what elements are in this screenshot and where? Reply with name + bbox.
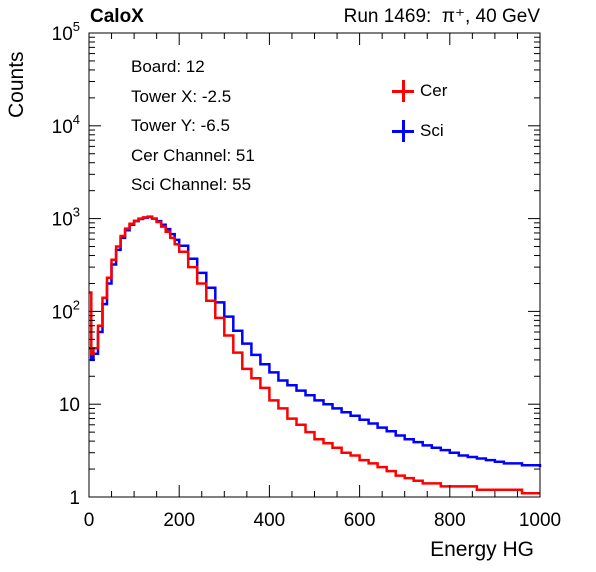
info-sci-channel: Sci Channel: 55 xyxy=(131,175,252,194)
info-cer-channel: Cer Channel: 51 xyxy=(131,145,255,165)
y-tick-label: 1 xyxy=(69,488,80,509)
x-tick-label: 400 xyxy=(254,510,286,531)
series-cer-line xyxy=(89,215,540,495)
y-tick-label: 104 xyxy=(52,112,80,138)
experiment-label: CaloX xyxy=(90,6,144,27)
sci-marker-icon xyxy=(392,120,414,142)
info-tower-y: Tower Y: -6.5 xyxy=(131,116,230,135)
run-number: Run 1469: xyxy=(343,6,432,27)
y-tick-label: 103 xyxy=(52,205,80,231)
x-axis-label: Energy HG xyxy=(430,538,534,561)
info-tower-x: Tower X: -2.5 xyxy=(131,86,232,106)
x-axis-ticks: 0 200 400 600 800 1000 xyxy=(84,33,561,531)
y-tick-label: 102 xyxy=(52,297,80,323)
x-tick-label: 0 xyxy=(84,510,95,531)
y-axis-ticks: 1 10 102 103 104 105 xyxy=(52,19,540,509)
legend-label-cer: Cer xyxy=(420,81,448,100)
histogram-curves xyxy=(89,215,542,495)
x-tick-label: 1000 xyxy=(519,510,561,531)
y-axis-label: Counts xyxy=(5,51,28,118)
run-label: Run 1469: π⁺, 40 GeV xyxy=(344,6,540,28)
info-box: Board: 12 Tower X: -2.5 Tower Y: -6.5 Ce… xyxy=(131,52,255,200)
legend-label-sci: Sci xyxy=(420,121,444,140)
x-tick-label: 800 xyxy=(434,510,466,531)
y-tick-label: 105 xyxy=(52,19,80,45)
x-tick-label: 600 xyxy=(344,510,376,531)
particle-energy: π⁺, 40 GeV xyxy=(441,6,540,27)
cer-marker-icon xyxy=(392,80,414,102)
x-tick-label: 200 xyxy=(163,510,195,531)
series-sci-line xyxy=(89,215,542,468)
info-board: Board: 12 xyxy=(131,57,205,76)
y-tick-label: 10 xyxy=(59,395,80,416)
